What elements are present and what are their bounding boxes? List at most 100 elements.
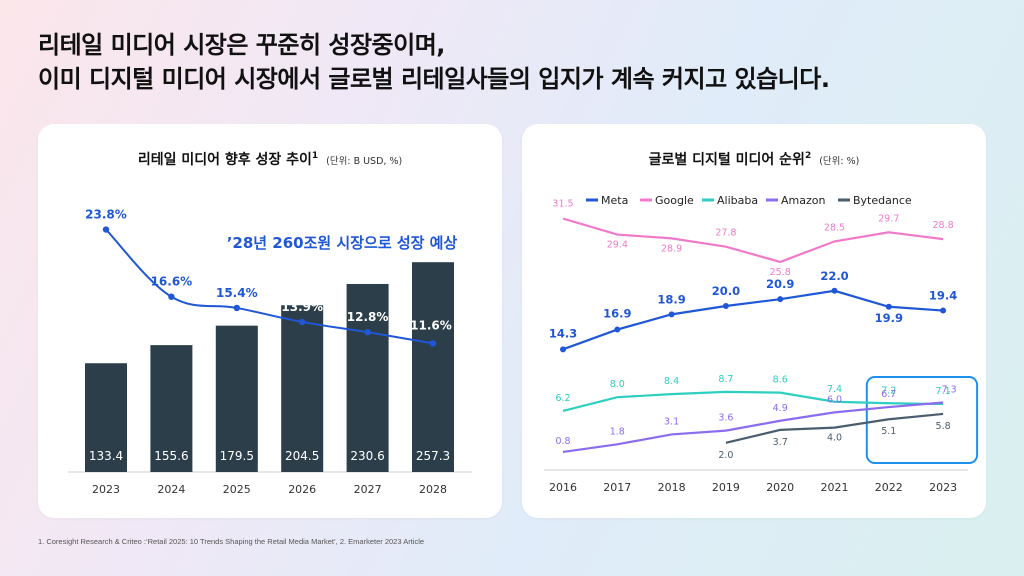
bar-value-2028: 257.3: [416, 449, 450, 463]
headline-line-2: 이미 디지털 미디어 시장에서 글로벌 리테일사들의 입지가 계속 커지고 있습…: [38, 65, 830, 93]
series-line-amazon: [562, 401, 944, 454]
bar-2025: [215, 325, 258, 472]
media-rank-chart: 글로벌 디지털 미디어 순위2 (단위: %) Meta Google Alibaba A…: [544, 151, 979, 494]
label-google-2019: 27.8: [715, 228, 736, 239]
label-amazon-2023: 7.3: [942, 385, 957, 396]
legend-label-alibaba: Alibaba: [717, 194, 758, 207]
point-meta-2023: [940, 307, 947, 314]
label-meta-2021: 22.0: [820, 269, 848, 283]
label-meta-2023: 19.4: [929, 289, 957, 303]
headline-line-1: 리테일 미디어 시장은 꾸준히 성장중이며,: [38, 31, 445, 59]
highlight-box: [865, 376, 979, 464]
legend-label-google: Google: [655, 194, 694, 207]
bar-value-2023: 133.4: [89, 449, 123, 463]
bar-value-2025: 179.5: [220, 449, 254, 463]
series-line-bytedance: [725, 412, 944, 444]
left-chart-annotation: ’28년 260조원 시장으로 성장 예상: [227, 234, 458, 252]
label-amazon-2022: 6.7: [881, 389, 896, 400]
bar-2023: [85, 363, 127, 472]
label-bytedance-2023: 5.8: [936, 421, 951, 432]
x-tick-2027: 2027: [354, 483, 382, 496]
right-chart-title-text: 글로벌 디지털 미디어 순위: [649, 151, 805, 168]
label-meta-2020: 20.9: [766, 277, 794, 291]
label-alibaba-2018: 8.4: [664, 376, 679, 387]
bar-value-2026: 204.5: [285, 449, 319, 463]
series-line-google: [562, 217, 944, 264]
label-amazon-2016: 0.8: [555, 436, 570, 447]
label-google-2022: 29.7: [878, 213, 899, 224]
x-tick-2017: 2017: [603, 481, 631, 494]
label-meta-2019: 20.0: [712, 284, 740, 298]
point-meta-2016: [560, 346, 566, 353]
growth-chart-card: 리테일 미디어 향후 성장 추이1 (단위: B USD, %) ’28년 260조…: [38, 124, 502, 518]
right-chart-title-sup: 2: [805, 151, 811, 161]
label-bytedance-2022: 5.1: [881, 426, 896, 437]
label-meta-2016: 14.3: [549, 326, 577, 340]
series-line-alibaba: [562, 390, 944, 412]
x-tick-2028: 2028: [419, 483, 447, 496]
label-bytedance-2021: 4.0: [827, 433, 842, 444]
label-meta-2018: 18.9: [657, 292, 685, 306]
label-google-2016: 31.5: [552, 199, 573, 210]
x-tick-2024: 2024: [157, 483, 185, 496]
bar-2026: [281, 305, 324, 472]
point-meta-2021: [831, 287, 838, 294]
growth-point-2025: [233, 304, 240, 312]
right-chart-title: 글로벌 디지털 미디어 순위2 (단위: %): [649, 151, 860, 168]
label-google-2020: 25.8: [770, 267, 791, 278]
label-bytedance-2019: 2.0: [718, 450, 733, 461]
series-line-meta: [562, 289, 944, 351]
label-bytedance-2020: 3.7: [773, 437, 788, 448]
x-tick-2020: 2020: [766, 481, 794, 494]
growth-label-2023: 23.8%: [85, 208, 127, 222]
growth-point-2028: [429, 340, 437, 347]
label-alibaba-2017: 8.0: [610, 379, 625, 390]
label-alibaba-2023: 7.1: [936, 386, 951, 397]
label-alibaba-2022: 7.2: [881, 385, 896, 396]
left-chart-title-text: 리테일 미디어 향후 성장 추이: [138, 151, 312, 168]
x-tick-2018: 2018: [658, 481, 686, 494]
growth-chart: 리테일 미디어 향후 성장 추이1 (단위: B USD, %) ’28년 260조…: [68, 151, 472, 496]
headline: 리테일 미디어 시장은 꾸준히 성장중이며, 이미 디지털 미디어 시장에서 글…: [38, 28, 830, 96]
growth-label-2025: 15.4%: [216, 286, 258, 300]
growth-point-2024: [168, 293, 175, 300]
label-alibaba-2020: 8.6: [773, 375, 788, 386]
point-meta-2018: [668, 311, 675, 318]
label-amazon-2017: 1.8: [610, 426, 625, 437]
point-meta-2017: [614, 326, 621, 333]
left-chart-title-sup: 1: [312, 151, 318, 161]
x-tick-2021: 2021: [821, 481, 849, 494]
bar-2024: [150, 345, 193, 472]
growth-point-2023: [102, 226, 110, 233]
point-meta-2019: [722, 303, 729, 309]
label-alibaba-2021: 7.4: [827, 384, 842, 395]
x-tick-2023: 2023: [929, 481, 957, 494]
growth-rate-line: [105, 228, 434, 345]
x-tick-2016: 2016: [549, 481, 577, 494]
growth-point-2026: [299, 318, 306, 326]
growth-label-2028: 11.6%: [410, 318, 452, 332]
label-amazon-2021: 6.0: [827, 394, 842, 405]
bar-value-2027: 230.6: [350, 449, 384, 463]
growth-point-2027: [364, 329, 371, 336]
growth-label-2024: 16.6%: [151, 275, 193, 289]
x-tick-2026: 2026: [288, 483, 316, 496]
legend-label-amazon: Amazon: [781, 194, 825, 207]
legend-label-bytedance: Bytedance: [853, 194, 912, 207]
bar-value-2024: 155.6: [154, 449, 188, 463]
right-chart-unit: (단위: %): [819, 155, 859, 167]
label-google-2017: 29.4: [607, 240, 628, 251]
right-chart-legend: Meta Google Alibaba Amazon Bytedance: [586, 194, 912, 207]
legend-label-meta: Meta: [601, 194, 628, 207]
growth-label-2026: 13.9%: [281, 300, 323, 314]
x-tick-2023: 2023: [92, 483, 120, 496]
label-google-2023: 28.8: [933, 220, 954, 231]
x-tick-2022: 2022: [875, 481, 903, 494]
growth-label-2027: 12.8%: [347, 310, 389, 324]
left-chart-title: 리테일 미디어 향후 성장 추이1 (단위: B USD, %): [138, 151, 402, 168]
left-chart-unit: (단위: B USD, %): [326, 155, 402, 167]
bar-2028: [412, 262, 454, 472]
label-google-2021: 28.5: [824, 222, 845, 233]
label-alibaba-2019: 8.7: [718, 374, 733, 385]
label-amazon-2018: 3.1: [664, 416, 679, 427]
